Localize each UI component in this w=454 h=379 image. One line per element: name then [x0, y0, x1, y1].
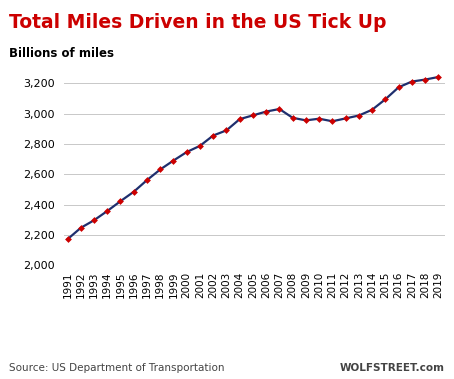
Text: Total Miles Driven in the US Tick Up: Total Miles Driven in the US Tick Up [9, 13, 386, 32]
Point [262, 108, 270, 114]
Point [329, 118, 336, 124]
Point [289, 115, 296, 121]
Point [276, 106, 283, 112]
Point [183, 149, 190, 155]
Point [236, 116, 243, 122]
Text: WOLFSTREET.com: WOLFSTREET.com [340, 363, 445, 373]
Point [170, 158, 177, 164]
Point [302, 117, 310, 124]
Point [223, 127, 230, 133]
Point [130, 189, 138, 195]
Point [196, 143, 203, 149]
Point [249, 112, 257, 118]
Point [421, 77, 429, 83]
Point [395, 84, 402, 90]
Point [143, 177, 151, 183]
Text: Source: US Department of Transportation: Source: US Department of Transportation [9, 363, 225, 373]
Text: Billions of miles: Billions of miles [9, 47, 114, 60]
Point [369, 107, 376, 113]
Point [90, 217, 98, 223]
Point [355, 113, 362, 119]
Point [316, 116, 323, 122]
Point [342, 115, 349, 121]
Point [408, 78, 415, 85]
Point [64, 236, 71, 242]
Point [77, 225, 84, 231]
Point [117, 198, 124, 204]
Point [104, 208, 111, 214]
Point [210, 133, 217, 139]
Point [157, 166, 164, 172]
Point [434, 74, 442, 80]
Point [382, 96, 389, 102]
